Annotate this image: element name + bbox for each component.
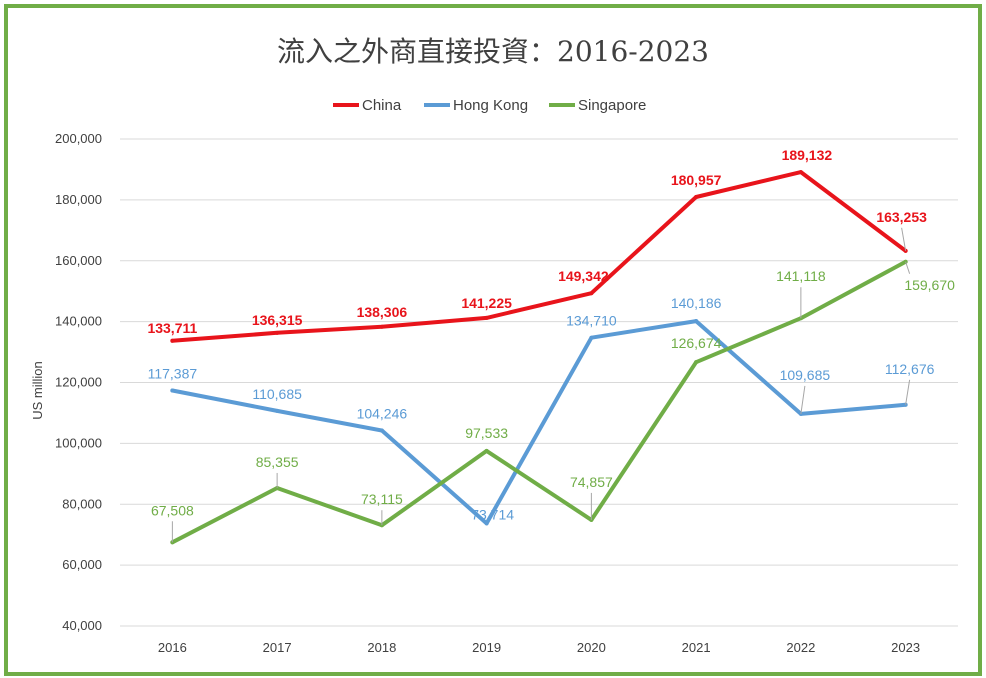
x-tick-label: 2021 xyxy=(682,640,711,655)
data-label: 180,957 xyxy=(671,172,722,188)
legend-entry: Singapore xyxy=(578,97,646,114)
leader-line xyxy=(901,227,907,251)
x-tick-label: 2019 xyxy=(472,640,501,655)
data-label: 141,225 xyxy=(461,295,512,311)
y-tick-label: 80,000 xyxy=(62,496,102,511)
data-label: 110,685 xyxy=(252,386,302,402)
data-point xyxy=(694,319,699,324)
series-line xyxy=(170,319,908,526)
data-point xyxy=(170,338,175,343)
data-label: 134,710 xyxy=(566,313,617,329)
x-tick-label: 2017 xyxy=(263,640,292,655)
data-label: 67,508 xyxy=(151,502,194,518)
leader-line xyxy=(800,385,806,414)
data-label: 136,315 xyxy=(252,312,303,328)
leader-line xyxy=(905,379,911,405)
data-label: 133,711 xyxy=(147,320,197,336)
data-label: 73,115 xyxy=(361,491,403,507)
gridlines xyxy=(120,138,958,627)
data-point xyxy=(484,448,489,453)
data-point xyxy=(694,194,699,199)
legend-entry: Hong Kong xyxy=(453,97,528,114)
data-point xyxy=(275,408,280,413)
y-tick-label: 120,000 xyxy=(55,375,102,390)
data-label: 109,685 xyxy=(780,367,831,383)
data-point xyxy=(589,335,594,340)
x-axis-ticks: 2016 2017 2018 2019 2020 2021 2022 2023 xyxy=(158,640,920,655)
y-axis-ticks: 40,000 60,000 80,000 100,000 120,000 140,000 1… xyxy=(55,131,102,633)
y-tick-label: 140,000 xyxy=(55,314,102,329)
data-point xyxy=(798,170,803,175)
chart-frame xyxy=(4,4,982,676)
y-tick-label: 160,000 xyxy=(55,253,102,268)
data-label: 85,355 xyxy=(256,454,299,470)
data-label: 138,306 xyxy=(357,304,408,320)
data-label: 74,857 xyxy=(570,474,613,490)
y-tick-label: 180,000 xyxy=(55,192,102,207)
leader-lines xyxy=(171,227,911,543)
x-tick-label: 2018 xyxy=(367,640,396,655)
y-tick-label: 40,000 xyxy=(62,618,102,633)
data-point xyxy=(170,388,175,393)
data-label: 141,118 xyxy=(776,268,826,284)
data-point xyxy=(484,315,489,320)
data-label: 73,714 xyxy=(471,506,514,522)
x-tick-label: 2023 xyxy=(891,640,920,655)
x-tick-label: 2020 xyxy=(577,640,606,655)
data-label: 163,253 xyxy=(876,209,927,225)
data-label: 104,246 xyxy=(357,405,408,421)
data-point xyxy=(694,360,699,365)
y-tick-label: 100,000 xyxy=(55,435,102,450)
data-point xyxy=(379,324,384,329)
y-axis-label: US million xyxy=(30,361,45,420)
data-label: 159,670 xyxy=(904,277,955,293)
data-label: 126,674 xyxy=(671,335,722,351)
x-tick-label: 2022 xyxy=(786,640,815,655)
x-tick-label: 2016 xyxy=(158,640,187,655)
data-label: 189,132 xyxy=(782,147,833,163)
data-point xyxy=(379,428,384,433)
y-tick-label: 60,000 xyxy=(62,557,102,572)
data-point xyxy=(275,330,280,335)
series-line xyxy=(170,170,908,343)
data-label: 97,533 xyxy=(465,425,508,441)
series-line xyxy=(170,259,908,545)
data-label: 112,676 xyxy=(885,361,935,377)
chart-title: 流入之外商直接投資：2016-2023 xyxy=(277,35,709,68)
y-tick-label: 200,000 xyxy=(55,131,102,146)
series-lines xyxy=(170,170,908,545)
data-label: 149,342 xyxy=(558,268,609,284)
leader-line xyxy=(905,261,911,274)
legend-entry: China xyxy=(362,97,402,114)
data-label: 117,387 xyxy=(148,365,198,381)
data-label: 140,186 xyxy=(671,295,722,311)
data-labels: 133,711 136,315 138,306 141,225 149,342 180,9… xyxy=(147,147,955,522)
legend: China Hong Kong Singapore xyxy=(333,97,646,114)
data-point xyxy=(589,291,594,296)
data-point xyxy=(484,521,489,526)
